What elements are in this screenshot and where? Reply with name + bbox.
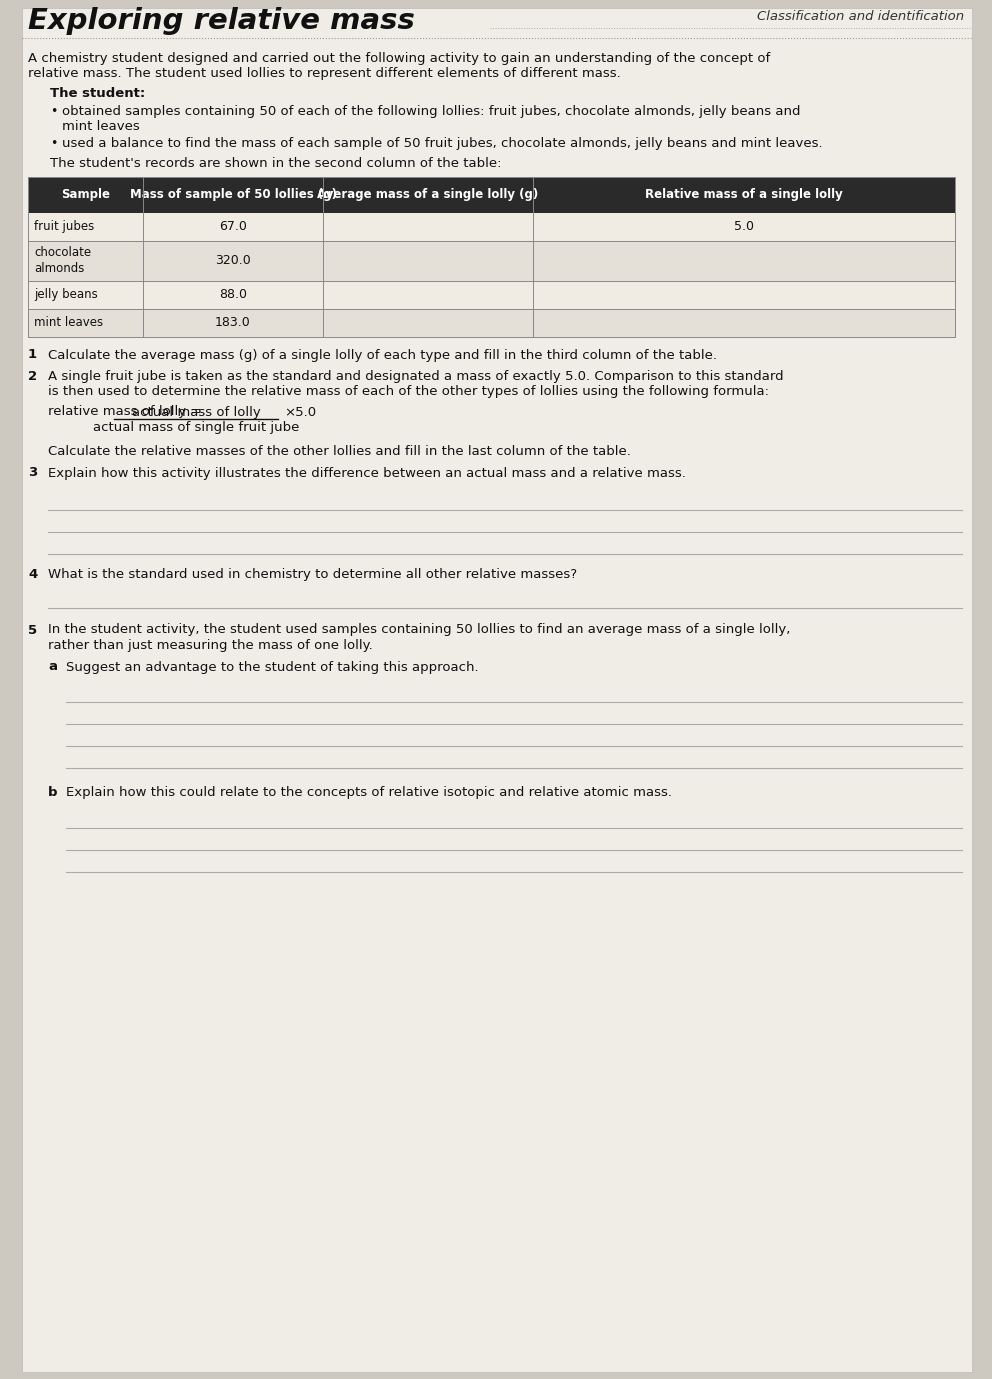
- Text: Average mass of a single lolly (g): Average mass of a single lolly (g): [317, 188, 539, 201]
- Text: 5: 5: [28, 623, 37, 637]
- Bar: [28, 240, 955, 280]
- Text: rather than just measuring the mass of one lolly.: rather than just measuring the mass of o…: [48, 638, 373, 652]
- Text: actual mass of lolly: actual mass of lolly: [132, 405, 260, 419]
- Text: fruit jubes: fruit jubes: [34, 221, 94, 233]
- Text: 5.0: 5.0: [734, 221, 754, 233]
- Text: Explain how this activity illustrates the difference between an actual mass and : Explain how this activity illustrates th…: [48, 466, 685, 480]
- Text: •: •: [50, 138, 58, 150]
- Text: relative mass. The student used lollies to represent different elements of diffe: relative mass. The student used lollies …: [28, 68, 621, 80]
- Text: 1: 1: [28, 349, 37, 361]
- Text: 3: 3: [28, 466, 38, 480]
- Text: Relative mass of a single lolly: Relative mass of a single lolly: [645, 188, 843, 201]
- Bar: [28, 212, 955, 240]
- Text: mint leaves: mint leaves: [62, 120, 140, 132]
- Text: obtained samples containing 50 of each of the following lollies: fruit jubes, ch: obtained samples containing 50 of each o…: [62, 105, 801, 117]
- Text: The student's records are shown in the second column of the table:: The student's records are shown in the s…: [50, 157, 502, 170]
- Text: •: •: [50, 105, 58, 117]
- Text: A single fruit jube is taken as the standard and designated a mass of exactly 5.: A single fruit jube is taken as the stan…: [48, 370, 784, 383]
- Text: Sample: Sample: [61, 188, 110, 201]
- Text: Classification and identification: Classification and identification: [757, 10, 964, 23]
- Text: used a balance to find the mass of each sample of 50 fruit jubes, chocolate almo: used a balance to find the mass of each …: [62, 138, 822, 150]
- Text: Calculate the relative masses of the other lollies and fill in the last column o: Calculate the relative masses of the oth…: [48, 445, 631, 458]
- Text: jelly beans: jelly beans: [34, 288, 98, 301]
- Text: What is the standard used in chemistry to determine all other relative masses?: What is the standard used in chemistry t…: [48, 568, 577, 581]
- Text: mint leaves: mint leaves: [34, 316, 103, 330]
- Text: ×5.0: ×5.0: [284, 407, 316, 419]
- Text: Explain how this could relate to the concepts of relative isotopic and relative : Explain how this could relate to the con…: [66, 786, 672, 798]
- Text: 4: 4: [28, 568, 38, 581]
- Text: 320.0: 320.0: [215, 254, 251, 268]
- Text: relative mass of lolly =: relative mass of lolly =: [48, 405, 201, 418]
- Text: A chemistry student designed and carried out the following activity to gain an u: A chemistry student designed and carried…: [28, 52, 770, 65]
- Text: chocolate
almonds: chocolate almonds: [34, 247, 91, 274]
- Text: Mass of sample of 50 lollies (g): Mass of sample of 50 lollies (g): [130, 188, 336, 201]
- Text: a: a: [48, 661, 57, 673]
- Text: Suggest an advantage to the student of taking this approach.: Suggest an advantage to the student of t…: [66, 661, 478, 673]
- Bar: [28, 177, 955, 212]
- Text: 2: 2: [28, 370, 37, 383]
- Text: 88.0: 88.0: [219, 288, 247, 301]
- Text: actual mass of single fruit jube: actual mass of single fruit jube: [93, 421, 300, 434]
- Text: In the student activity, the student used samples containing 50 lollies to find : In the student activity, the student use…: [48, 623, 791, 637]
- Text: 183.0: 183.0: [215, 316, 251, 330]
- Text: is then used to determine the relative mass of each of the other types of lollie: is then used to determine the relative m…: [48, 386, 769, 399]
- Text: b: b: [48, 786, 58, 798]
- Text: The student:: The student:: [50, 87, 145, 101]
- Text: 67.0: 67.0: [219, 221, 247, 233]
- Text: Calculate the average mass (g) of a single lolly of each type and fill in the th: Calculate the average mass (g) of a sing…: [48, 349, 717, 361]
- Bar: [28, 309, 955, 336]
- Text: Exploring relative mass: Exploring relative mass: [28, 7, 415, 34]
- Bar: [28, 280, 955, 309]
